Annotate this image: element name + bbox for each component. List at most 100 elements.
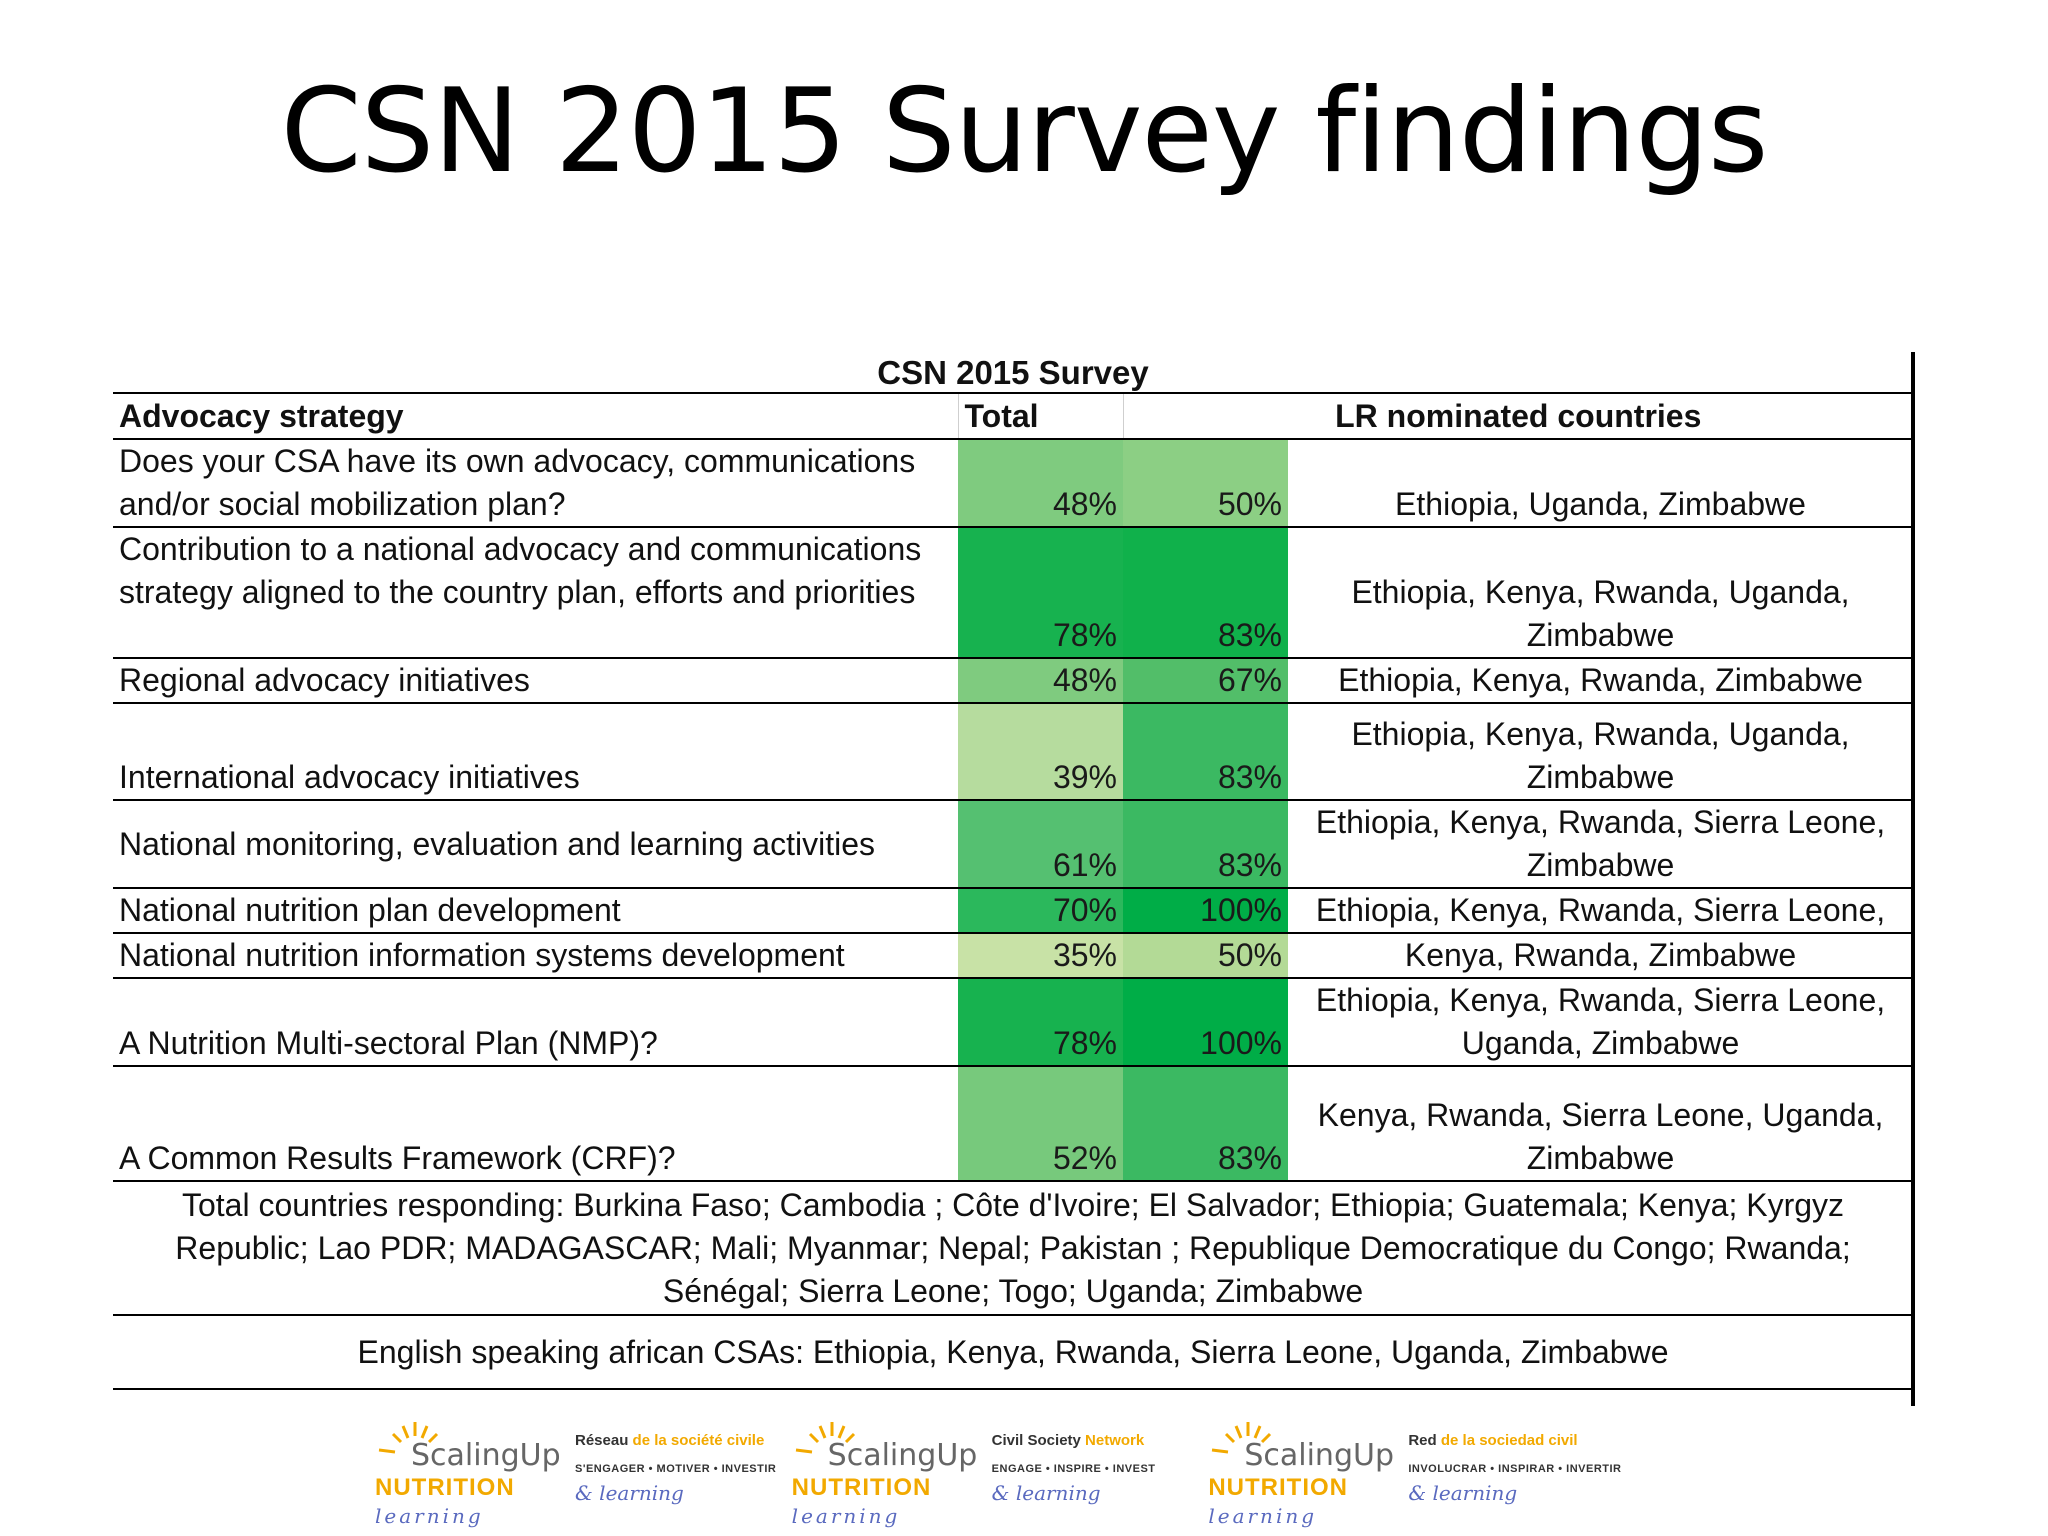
cell-total-percent: 78% (958, 527, 1123, 659)
cell-total-percent: 52% (958, 1066, 1123, 1182)
nutrition-text: NUTRITION (791, 1474, 932, 1501)
learning-text: learning (599, 1481, 684, 1505)
cell-lr-percent: 67% (1123, 658, 1288, 704)
cell-lr-countries: Ethiopia, Kenya, Rwanda, Uganda, Zimbabw… (1288, 527, 1913, 659)
cell-advocacy-strategy: A Common Results Framework (CRF)? (113, 1066, 958, 1182)
footer-total-countries: Total countries responding: Burkina Faso… (113, 1182, 1913, 1316)
table-row: National nutrition plan development 70% 10… (113, 888, 1913, 934)
slide-title: CSN 2015 Survey findings (280, 64, 1769, 199)
cell-lr-percent: 100% (1123, 978, 1288, 1067)
network-name-bold: Civil Society (991, 1432, 1081, 1449)
learning-text: learning (1015, 1481, 1101, 1505)
network-tagline: S'ENGAGER • MOTIVER • INVESTIR (575, 1463, 777, 1475)
network-name-accent: Network (1085, 1432, 1145, 1449)
cell-total-percent: 61% (958, 800, 1123, 889)
network-name-accent: de la société civile (632, 1432, 765, 1449)
cell-advocacy-strategy: National nutrition plan development (113, 888, 958, 934)
nutrition-text: NUTRITION (375, 1474, 515, 1501)
sun-rays-icon (795, 1422, 855, 1454)
footer-english-csas: English speaking african CSAs: Ethiopia,… (113, 1315, 1913, 1390)
table-row: Does your CSA have its own advocacy, com… (113, 439, 1913, 528)
network-learning-line: & learning (575, 1481, 684, 1505)
survey-table: Advocacy strategy Total LR nominated cou… (113, 392, 1913, 1182)
cell-total-percent: 48% (958, 439, 1123, 528)
survey-footer-table: Total countries responding: Burkina Faso… (113, 1182, 1913, 1390)
cell-total-percent: 70% (958, 888, 1123, 934)
network-name-accent: de la sociedad civil (1440, 1432, 1578, 1449)
footer-english-csas-row: English speaking african CSAs: Ethiopia,… (113, 1315, 1913, 1390)
scaling-up-text: ScalingUp (411, 1438, 561, 1473)
ampersand-text: & (575, 1481, 593, 1505)
header-lr-nominated-countries: LR nominated countries (1123, 392, 1913, 440)
cell-lr-countries: Kenya, Rwanda, Zimbabwe (1288, 933, 1913, 979)
cell-total-percent: 35% (958, 933, 1123, 979)
scaling-up-text: ScalingUp (827, 1438, 978, 1473)
network-name-bold: Réseau (575, 1432, 629, 1449)
footer-total-countries-row: Total countries responding: Burkina Faso… (113, 1182, 1913, 1316)
cell-advocacy-strategy: National monitoring, evaluation and lear… (113, 800, 958, 889)
cell-lr-percent: 83% (1123, 703, 1288, 801)
nutrition-text: NUTRITION (1208, 1474, 1348, 1501)
civil-society-network-logo: Réseau de la société civile S'ENGAGER • M… (575, 1420, 792, 1505)
cell-lr-countries: Ethiopia, Kenya, Rwanda, Sierra Leone, Z… (1288, 800, 1913, 889)
scaling-up-wordmark: ScalingUp (792, 1420, 992, 1478)
cell-lr-percent: 100% (1123, 888, 1288, 934)
network-name: Réseau de la société civile (575, 1432, 764, 1449)
cell-total-percent: 78% (958, 978, 1123, 1067)
cell-lr-countries: Kenya, Rwanda, Sierra Leone, Uganda, Zim… (1288, 1066, 1913, 1182)
cell-lr-percent: 50% (1123, 933, 1288, 979)
network-tagline: ENGAGE • INSPIRE • INVEST (991, 1463, 1156, 1475)
network-learning-line: & learning (992, 1481, 1101, 1505)
cell-lr-countries: Ethiopia, Uganda, Zimbabwe (1288, 439, 1913, 528)
cell-lr-percent: 83% (1123, 527, 1288, 659)
table-caption: CSN 2015 Survey (877, 354, 1149, 391)
header-advocacy-strategy: Advocacy strategy (113, 392, 958, 440)
scaling-up-nutrition-logo: ScalingUp NUTRITION learning (1208, 1420, 1408, 1528)
table-row: Regional advocacy initiatives 48% 67% Ethio… (113, 658, 1913, 704)
table-right-border (1911, 352, 1915, 1406)
cell-lr-percent: 83% (1123, 1066, 1288, 1182)
cell-advocacy-strategy: National nutrition information systems d… (113, 933, 958, 979)
cell-advocacy-strategy: International advocacy initiatives (113, 703, 958, 801)
cell-advocacy-strategy: Does your CSA have its own advocacy, com… (113, 439, 958, 528)
cell-lr-countries: Ethiopia, Kenya, Rwanda, Sierra Leone, (1288, 888, 1913, 934)
ampersand-text: & (991, 1481, 1010, 1505)
network-learning-line: & learning (1408, 1481, 1517, 1505)
scaling-up-text: ScalingUp (1244, 1438, 1394, 1473)
scaling-up-nutrition-logo: ScalingUp NUTRITION learning (792, 1420, 992, 1528)
learning-text: learning (375, 1504, 484, 1528)
cell-lr-percent: 50% (1123, 439, 1288, 528)
cell-advocacy-strategy: Contribution to a national advocacy and … (113, 527, 958, 659)
network-name: Civil Society Network (992, 1432, 1145, 1449)
cell-total-percent: 39% (958, 703, 1123, 801)
scaling-up-wordmark: ScalingUp (375, 1420, 575, 1478)
cell-lr-countries: Ethiopia, Kenya, Rwanda, Zimbabwe (1288, 658, 1913, 704)
civil-society-network-logo: Civil Society Network ENGAGE • INSPIRE • … (992, 1420, 1209, 1505)
cell-total-percent: 48% (958, 658, 1123, 704)
cell-lr-percent: 83% (1123, 800, 1288, 889)
table-row: A Common Results Framework (CRF)? 52% 83% K… (113, 1066, 1913, 1182)
table-row: National monitoring, evaluation and lear… (113, 800, 1913, 889)
table-row: International advocacy initiatives 39% 83%… (113, 703, 1913, 801)
learning-text: learning (1208, 1504, 1318, 1528)
table-row: A Nutrition Multi-sectoral Plan (NMP)? 78… (113, 978, 1913, 1067)
header-total: Total (957, 392, 1124, 440)
civil-society-network-logo: Red de la sociedad civil INVOLUCRAR • INS… (1408, 1420, 1625, 1505)
table-row: National nutrition information systems d… (113, 933, 1913, 979)
scaling-up-wordmark: ScalingUp (1208, 1420, 1408, 1478)
cell-advocacy-strategy: Regional advocacy initiatives (113, 658, 958, 704)
table-header-row: Advocacy strategy Total LR nominated cou… (113, 392, 1913, 440)
survey-table-container: CSN 2015 Survey Advocacy strategy Total … (113, 350, 1913, 1390)
scaling-up-nutrition-logo: ScalingUp NUTRITION learning (375, 1420, 575, 1528)
learning-text: learning (1432, 1481, 1518, 1505)
sun-rays-icon (1212, 1422, 1272, 1454)
sun-rays-icon (378, 1422, 439, 1454)
table-row: Contribution to a national advocacy and … (113, 527, 1913, 659)
network-tagline: INVOLUCRAR • INSPIRAR • INVERTIR (1408, 1463, 1622, 1475)
sun-learning-logo-strip: ScalingUp NUTRITION learning Réseau de la s… (375, 1420, 1625, 1530)
network-name-bold: Red (1408, 1432, 1437, 1449)
cell-lr-countries: Ethiopia, Kenya, Rwanda, Uganda, Zimbabw… (1288, 703, 1913, 801)
cell-lr-countries: Ethiopia, Kenya, Rwanda, Sierra Leone, U… (1288, 978, 1913, 1067)
ampersand-text: & (1408, 1481, 1427, 1505)
learning-text: learning (791, 1504, 901, 1528)
